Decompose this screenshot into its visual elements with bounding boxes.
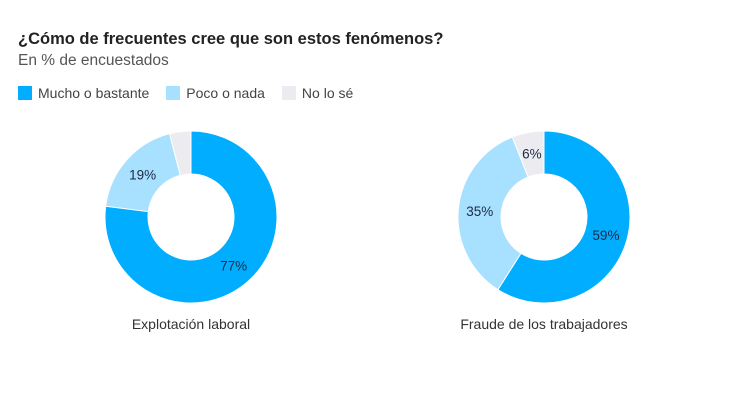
- slice-label: 6%: [522, 147, 542, 162]
- legend-swatch: [166, 86, 181, 100]
- donut-slice-poco: [457, 136, 529, 291]
- slice-label: 59%: [592, 228, 619, 243]
- legend-swatch: [281, 86, 296, 100]
- legend-item-nose: No lo sé: [281, 85, 354, 101]
- slice-label: 19%: [129, 167, 156, 182]
- slice-label: 35%: [466, 204, 493, 219]
- donut-0: 77% 19% Explotación laboral: [104, 130, 278, 332]
- chart-title: ¿Cómo de frecuentes cree que son estos f…: [18, 30, 444, 48]
- donut-slice-nose: [511, 130, 545, 178]
- legend-item-mucho: Mucho o bastante: [18, 85, 149, 101]
- legend-label: No lo sé: [301, 85, 354, 101]
- legend-item-poco: Poco o nada: [166, 85, 265, 101]
- donut-caption: Explotación laboral: [132, 316, 250, 332]
- slice-label: 77%: [220, 258, 247, 273]
- legend-label: Mucho o bastante: [38, 85, 150, 101]
- donut-caption: Fraude de los trabajadores: [460, 316, 627, 332]
- legend-swatch: [18, 86, 32, 100]
- legend: Mucho o bastante Poco o nada No lo sé: [18, 85, 353, 101]
- chart-subtitle: En % de encuestados: [18, 52, 169, 69]
- donut-slice-nose: [169, 130, 192, 176]
- legend-label: Poco o nada: [186, 85, 265, 101]
- donut-slice-mucho: [104, 130, 278, 304]
- donut-1: 59% 35% 6% Fraude de los trabajadores: [457, 130, 631, 332]
- donut-slice-mucho: [497, 130, 631, 304]
